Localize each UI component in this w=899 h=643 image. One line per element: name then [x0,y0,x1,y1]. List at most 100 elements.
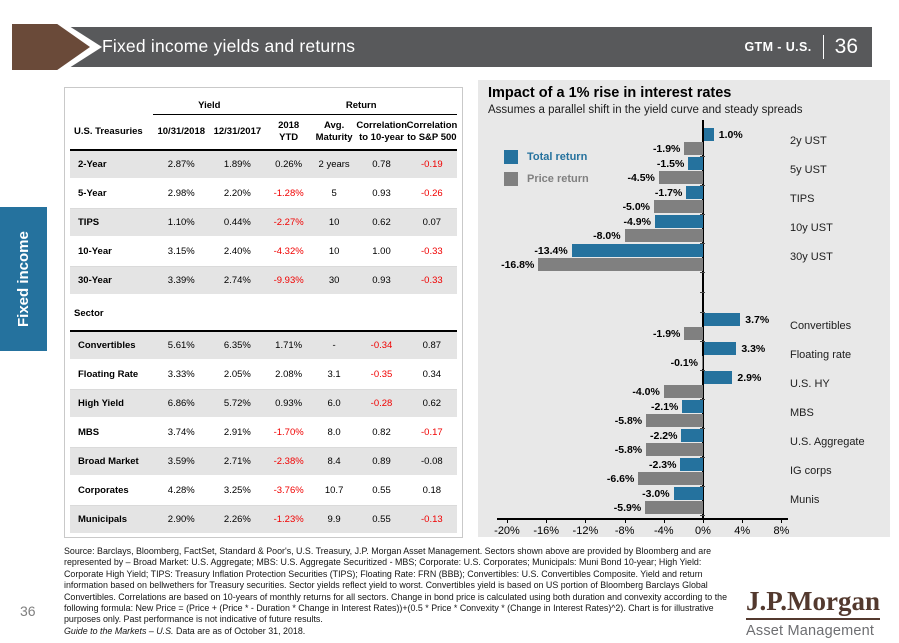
total-return-bar [673,487,703,500]
table-cell: - [311,331,357,361]
table-row: 2-Year 2.87% 1.89% 0.26% 2 years 0.78 -0.19 [70,150,457,180]
chart-title: Impact of a 1% rise in interest rates [488,85,732,101]
axis-minor-tick [700,515,705,516]
table-cell: 8.4 [311,447,357,477]
column-header: 10/31/2018 [153,114,210,151]
table-group-header: Yield Return [70,94,457,115]
table-cell: 1.00 [356,237,407,267]
row-label: Municipals [70,505,154,535]
table-cell: 2.20% [209,179,266,209]
price-return-bar [663,385,703,398]
jpmorgan-logo: J.P.Morgan Asset Management [746,586,880,639]
axis-minor-tick [700,213,705,215]
sector-section-label: Sector [70,295,457,332]
category-label: Convertibles [790,320,852,332]
price-return-swatch [504,172,518,186]
price-return-bar [684,327,703,340]
sector-section-row: Sector [70,295,457,332]
table-cell: 8.0 [311,418,357,448]
chart-legend: Total return Price return [504,146,589,190]
value-label: -0.1% [670,357,699,369]
price-return-bar [654,200,703,213]
table-cell: -0.35 [356,360,407,390]
value-label: -8.0% [593,230,621,242]
table-cell: 0.93% [265,389,312,419]
legend-label: Total return [527,151,588,163]
table-cell: -1.28% [265,179,312,209]
table-cell: 2.71% [209,447,266,477]
table-cell: 0.34 [406,360,457,390]
table-cell: -0.26 [406,179,457,209]
row-label: High Yield [70,389,154,419]
sidebar-tab-fixed-income[interactable]: Fixed income [0,207,47,351]
category-label: IG corps [790,465,832,477]
column-header: 12/31/2017 [209,114,266,151]
table-cell: 0.82 [356,418,407,448]
row-label: 2-Year [70,150,154,180]
row-label: 10-Year [70,237,154,267]
axis-tick-label: -8% [614,525,635,537]
yields-table-panel: Yield Return U.S. Treasuries 10/31/2018 12/… [64,87,463,538]
table-cell: 4.28% [153,476,210,506]
axis-tick [585,518,587,523]
page-number: 36 [20,603,36,619]
chart-subtitle: Assumes a parallel shift in the yield cu… [488,104,803,116]
total-return-swatch [504,150,518,164]
value-label: -16.8% [501,259,535,271]
axis-tick [546,518,548,523]
value-label: 1.0% [718,129,743,141]
table-cell: 10 [311,208,357,238]
table-cell: -0.28 [356,389,407,419]
value-label: 3.7% [745,314,770,326]
value-label: -2.3% [649,459,677,471]
value-label: -1.7% [654,187,683,199]
table-row: Convertibles 5.61% 6.35% 1.71% - -0.34 0.87 [70,331,457,361]
header-divider [822,35,824,59]
total-return-bar [571,244,703,257]
row-label: MBS [70,418,154,448]
axis-tick [507,518,508,523]
table-cell: 3.74% [153,418,210,448]
value-label: -1.9% [652,143,681,155]
table-cell: 0.93 [356,179,407,209]
x-axis-line [497,518,788,520]
table-cell: 1.71% [265,331,312,361]
yields-table: Yield Return U.S. Treasuries 10/31/2018 12/… [70,94,457,535]
axis-minor-tick [700,311,705,313]
row-label: TIPS [70,208,154,238]
sidebar-tab-label: Fixed income [15,231,32,327]
table-cell: 0.87 [406,331,457,361]
column-header: Correlation to 10-year [356,114,407,151]
gtm-label: GTM - U.S. [744,40,812,54]
axis-tick-label: 4% [734,525,751,537]
row-label: Broad Market [70,447,154,477]
table-cell: -0.19 [406,150,457,180]
table-cell: 0.78 [356,150,407,180]
category-label: Floating rate [790,349,852,361]
row-label: 30-Year [70,266,154,296]
table-cell: 5.61% [153,331,210,361]
table-cell: 3.59% [153,447,210,477]
value-label: -1.9% [652,328,681,340]
axis-minor-tick [700,155,705,157]
jpmorgan-wordmark: J.P.Morgan [746,586,880,620]
table-row: Broad Market 3.59% 2.71% -2.38% 8.4 0.89 -0.08 [70,447,457,477]
axis-minor-tick [700,485,705,487]
total-return-bar [681,429,703,442]
total-return-bar [686,186,703,199]
table-cell: 2.87% [153,150,210,180]
table-cell: 2 years [311,150,357,180]
table-cell: 2.74% [209,266,266,296]
table-row: 30-Year 3.39% 2.74% -9.93% 30 0.93 -0.33 [70,266,457,296]
header-right-group: GTM - U.S. 36 [744,27,858,67]
table-cell: 2.40% [209,237,266,267]
table-row: High Yield 6.86% 5.72% 0.93% 6.0 -0.28 0.62 [70,389,457,419]
table-cell: 10 [311,237,357,267]
value-label: -2.1% [650,401,679,413]
axis-tick-label: -12% [572,525,599,537]
table-cell: 3.33% [153,360,210,390]
table-cell: 9.9 [311,505,357,535]
legend-item-total-return: Total return [504,146,589,168]
table-cell: 10.7 [311,476,357,506]
table-cell: 3.15% [153,237,210,267]
